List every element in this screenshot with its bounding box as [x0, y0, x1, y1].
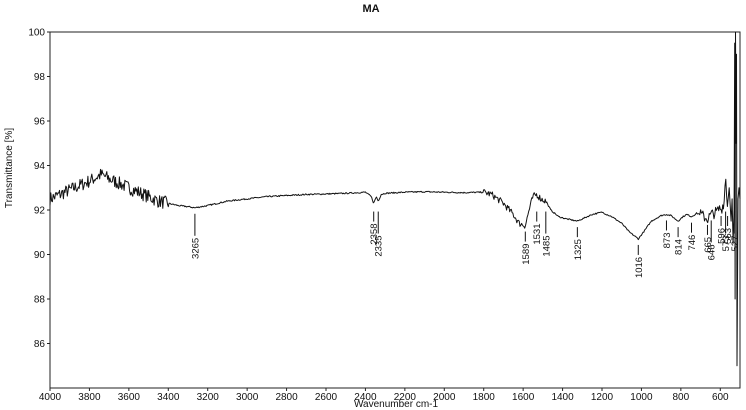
peak-label: 1589 [521, 244, 532, 265]
y-axis-label: Transmittance [%] [4, 128, 15, 208]
x-tick-label: 3600 [118, 392, 141, 403]
x-tick-label: 1400 [551, 392, 574, 403]
y-tick-label: 96 [34, 117, 46, 128]
y-tick-label: 94 [34, 161, 46, 172]
x-tick-label: 2800 [275, 392, 298, 403]
x-tick-label: 3800 [78, 392, 101, 403]
peak-label: 873 [662, 233, 673, 249]
peak-label: 1485 [541, 236, 552, 257]
peak-label: 527 [730, 236, 741, 252]
y-tick-label: 88 [34, 295, 46, 306]
peak-label: 746 [687, 235, 698, 251]
chart-title: MA [362, 3, 379, 15]
x-tick-label: 1600 [512, 392, 535, 403]
peak-label: 563 [723, 228, 734, 244]
x-tick-label: 4000 [39, 392, 62, 403]
x-tick-label: 1200 [591, 392, 614, 403]
y-tick-label: 92 [34, 206, 46, 217]
x-axis-label: Wavenumber cm-1 [354, 399, 439, 410]
peak-label: 2358 [369, 224, 380, 245]
peak-label: 3265 [190, 238, 201, 259]
peak-label: 596 [717, 228, 728, 244]
x-tick-label: 3400 [157, 392, 180, 403]
y-tick-label: 100 [28, 28, 45, 39]
x-tick-label: 600 [712, 392, 729, 403]
peak-label: 1531 [532, 224, 543, 245]
peak-label: 1016 [634, 257, 645, 278]
y-tick-label: 86 [34, 339, 46, 350]
peak-label: 1325 [573, 239, 584, 260]
peak-label: 665 [703, 237, 714, 253]
x-tick-label: 1000 [630, 392, 653, 403]
spectrum-series [49, 31, 741, 367]
y-axis: 86 88 90 92 94 96 98 100 [28, 28, 50, 350]
x-tick-label: 2600 [315, 392, 338, 403]
spectrum-line [49, 31, 741, 367]
x-tick-label: 2400 [354, 392, 377, 403]
peak-label: 2335 [374, 236, 385, 257]
x-tick-label: 1800 [473, 392, 496, 403]
plot-frame [49, 31, 741, 389]
x-tick-label: 3000 [236, 392, 259, 403]
peak-label: 814 [674, 239, 685, 255]
peak-label: 646 [707, 245, 718, 261]
x-tick-label: 2000 [433, 392, 456, 403]
peak-label: 573 [721, 236, 732, 252]
x-tick-label: 2200 [394, 392, 417, 403]
y-tick-label: 98 [34, 72, 46, 83]
x-axis: 4000 3800 3600 3400 3200 3000 2800 2600 2400 2200… [39, 388, 729, 403]
x-tick-label: 800 [673, 392, 690, 403]
x-tick-label: 3200 [197, 392, 220, 403]
y-tick-label: 90 [34, 250, 46, 261]
